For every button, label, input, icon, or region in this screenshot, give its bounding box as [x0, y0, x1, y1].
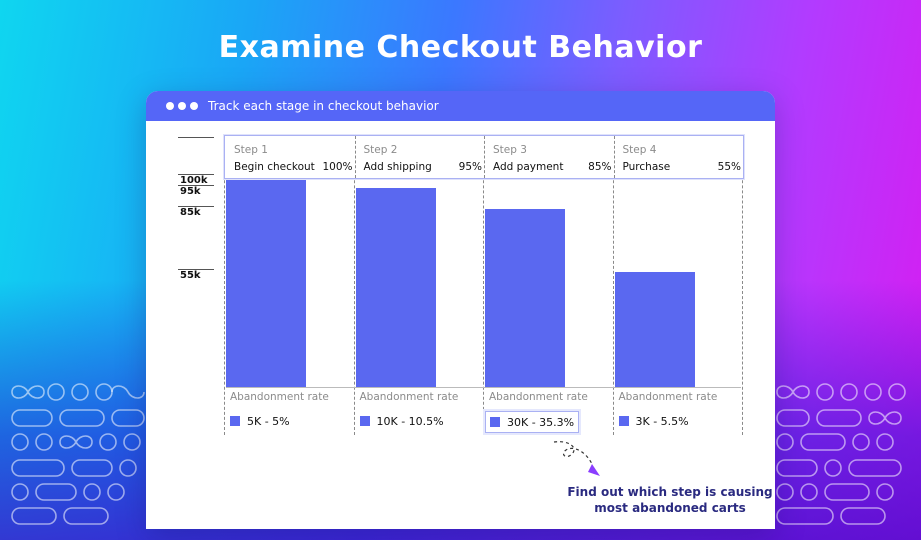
steps-header-row: Step 1 Begin checkout 100% Step 2 Add shippi… [224, 135, 744, 179]
bar-1[interactable] [226, 177, 306, 387]
dashed-arrow-icon [553, 441, 600, 476]
chart-baseline [226, 387, 741, 388]
column-separator [742, 135, 743, 435]
abandonment-value-4: 3K - 5.5% [618, 411, 689, 431]
step-name: Step 3 [493, 144, 527, 156]
y-axis-gridline [178, 268, 214, 270]
window-controls[interactable] [166, 102, 198, 110]
y-axis-tick-label: 95k [180, 185, 201, 197]
step-label: Add payment [493, 161, 564, 173]
page-title: Examine Checkout Behavior [218, 30, 703, 65]
legend-swatch [490, 417, 500, 427]
y-axis-tick-label: 85k [180, 206, 201, 218]
step-name: Step 4 [622, 144, 657, 156]
annotation-note: Find out which step is causing most aban… [567, 485, 773, 515]
abandonment-value-text: 5K - 5% [247, 414, 290, 428]
chart-window: Track each stage in checkout behavior 10… [146, 91, 775, 529]
step-percent: 85% [588, 161, 612, 173]
legend-swatch [618, 416, 629, 426]
abandonment-label: Abandonment rate [618, 391, 718, 403]
step-divider [613, 136, 615, 178]
column-separator [612, 135, 614, 435]
step-header-2[interactable]: Step 2 Add shipping 95% [354, 136, 485, 178]
bar-3[interactable] [485, 208, 565, 387]
dot-icon[interactable] [178, 102, 186, 110]
step-label: Begin checkout [234, 161, 315, 173]
legend-swatch [230, 416, 240, 426]
legend-swatch [359, 416, 370, 426]
abandonment-value-1: 5K - 5% [230, 411, 290, 431]
window-title: Track each stage in checkout behavior [208, 99, 439, 113]
y-axis-gridline [178, 205, 214, 207]
step-name: Step 2 [363, 144, 398, 156]
step-label: Add shipping [363, 161, 432, 173]
step-header-4[interactable]: Step 4 Purchase 55% [613, 136, 744, 178]
dot-icon[interactable] [190, 102, 198, 110]
abandonment-value-3[interactable]: 30K - 35.3% [485, 411, 580, 433]
bar-4[interactable] [614, 271, 695, 387]
bar-2[interactable] [355, 187, 436, 387]
dot-icon[interactable] [166, 102, 174, 110]
decorative-pattern-right [776, 383, 906, 525]
y-axis-tick-label: 55k [180, 269, 201, 281]
step-percent: 55% [717, 161, 741, 173]
abandonment-value-2: 10K - 10.5% [359, 411, 444, 431]
step-header-3[interactable]: Step 3 Add payment 85% [484, 136, 614, 178]
abandonment-label: Abandonment rate [359, 391, 459, 403]
abandonment-label: Abandonment rate [230, 391, 329, 403]
step-percent: 95% [458, 161, 482, 173]
decorative-pattern-left [11, 383, 145, 525]
y-axis-top-line [178, 137, 214, 138]
column-separator [353, 135, 355, 435]
abandonment-value-text: 10K - 10.5% [376, 414, 444, 428]
step-divider [354, 136, 356, 178]
abandonment-value-text: 30K - 35.3% [507, 415, 575, 429]
step-divider [484, 136, 485, 178]
y-axis-gridline [178, 174, 214, 175]
y-axis-gridline [178, 184, 214, 186]
column-separator [224, 135, 225, 435]
window-titlebar: Track each stage in checkout behavior [146, 91, 775, 121]
step-header-1[interactable]: Step 1 Begin checkout 100% [225, 136, 355, 178]
abandonment-label: Abandonment rate [489, 391, 588, 403]
step-name: Step 1 [234, 144, 268, 156]
column-separator [483, 135, 484, 435]
step-percent: 100% [322, 161, 353, 173]
y-axis-tick-label: 100k [180, 175, 208, 186]
step-label: Purchase [622, 161, 671, 173]
abandonment-value-text: 3K - 5.5% [635, 414, 689, 428]
